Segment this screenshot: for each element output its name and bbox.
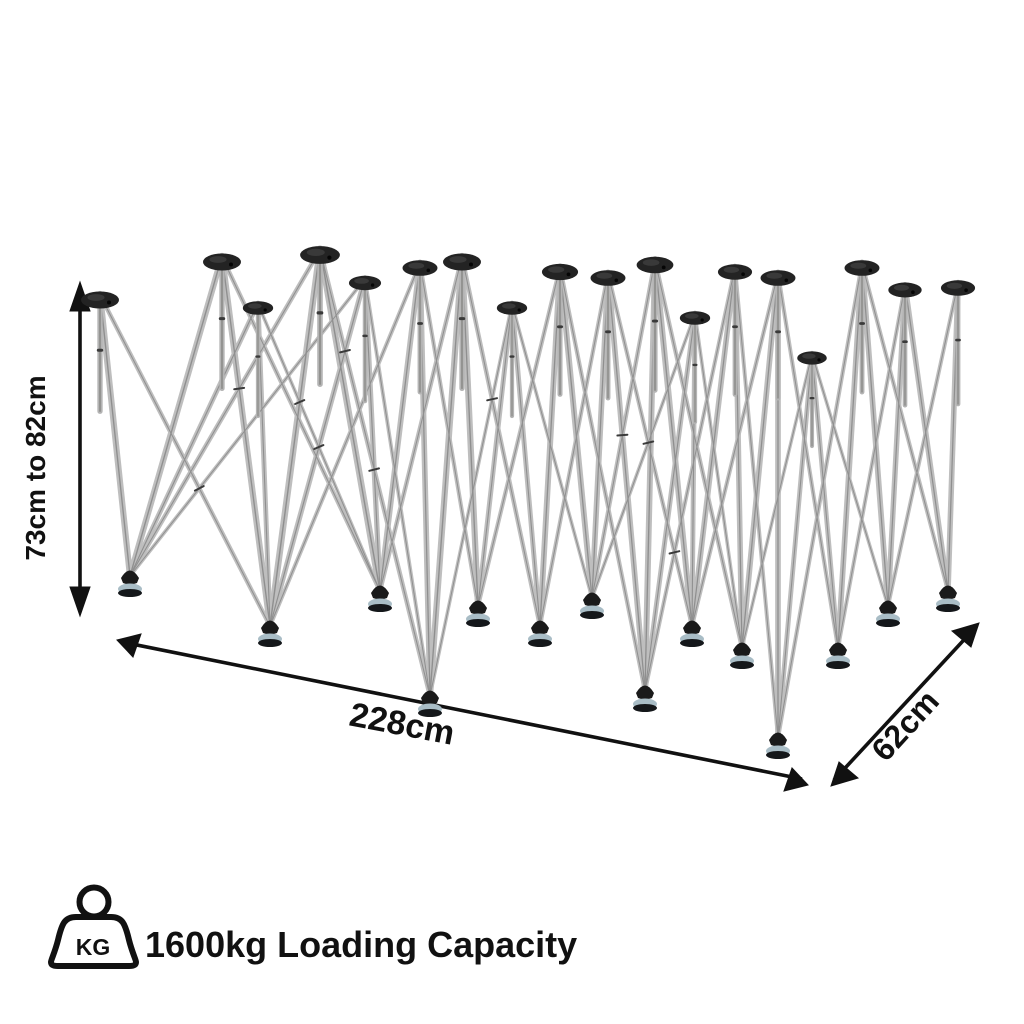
svg-text:62cm: 62cm (864, 683, 946, 768)
svg-text:KG: KG (76, 934, 111, 960)
svg-text:73cm to 82cm: 73cm to 82cm (20, 375, 51, 560)
svg-text:1600kg Loading Capacity: 1600kg Loading Capacity (145, 924, 577, 965)
svg-text:228cm: 228cm (347, 696, 458, 753)
